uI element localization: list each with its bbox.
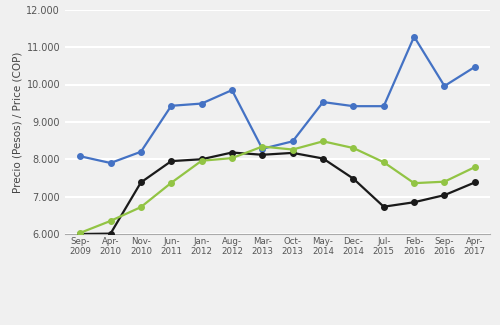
Diesel / Diesel: [260, 153, 266, 157]
Mezcla / Blend: [168, 181, 174, 185]
Biodiésel / Biodiesel: [198, 102, 204, 106]
Diesel / Diesel: [411, 200, 417, 204]
Biodiésel / Biodiesel: [442, 84, 448, 88]
Diesel / Diesel: [138, 180, 144, 184]
Biodiésel / Biodiesel: [260, 147, 266, 151]
Diesel / Diesel: [320, 157, 326, 161]
Mezcla / Blend: [350, 146, 356, 150]
Biodiésel / Biodiesel: [320, 100, 326, 104]
Diesel / Diesel: [350, 177, 356, 181]
Biodiésel / Biodiesel: [108, 161, 114, 165]
Biodiésel / Biodiesel: [381, 104, 387, 108]
Mezcla / Blend: [108, 219, 114, 223]
Mezcla / Blend: [229, 156, 235, 160]
Diesel / Diesel: [442, 193, 448, 197]
Biodiésel / Biodiesel: [229, 88, 235, 92]
Biodiésel / Biodiesel: [411, 35, 417, 39]
Diesel / Diesel: [472, 180, 478, 184]
Biodiésel / Biodiesel: [77, 154, 83, 158]
Mezcla / Blend: [381, 160, 387, 164]
Diesel / Diesel: [108, 232, 114, 236]
Mezcla / Blend: [290, 148, 296, 151]
Biodiésel / Biodiesel: [138, 150, 144, 154]
Mezcla / Blend: [442, 180, 448, 184]
Line: Mezcla / Blend: Mezcla / Blend: [78, 138, 477, 236]
Mezcla / Blend: [472, 165, 478, 169]
Mezcla / Blend: [260, 145, 266, 149]
Line: Biodiésel / Biodiesel: Biodiésel / Biodiesel: [78, 34, 477, 166]
Mezcla / Blend: [320, 139, 326, 143]
Mezcla / Blend: [411, 181, 417, 185]
Biodiésel / Biodiesel: [472, 65, 478, 69]
Diesel / Diesel: [198, 157, 204, 161]
Biodiésel / Biodiesel: [168, 104, 174, 108]
Y-axis label: Precio (Pesos) / Price (COP): Precio (Pesos) / Price (COP): [12, 51, 22, 192]
Mezcla / Blend: [138, 205, 144, 209]
Diesel / Diesel: [229, 150, 235, 154]
Diesel / Diesel: [381, 205, 387, 209]
Biodiésel / Biodiesel: [350, 104, 356, 108]
Diesel / Diesel: [77, 232, 83, 236]
Mezcla / Blend: [77, 231, 83, 235]
Diesel / Diesel: [168, 159, 174, 163]
Mezcla / Blend: [198, 159, 204, 163]
Biodiésel / Biodiesel: [290, 139, 296, 143]
Diesel / Diesel: [290, 151, 296, 155]
Line: Diesel / Diesel: Diesel / Diesel: [78, 150, 477, 237]
